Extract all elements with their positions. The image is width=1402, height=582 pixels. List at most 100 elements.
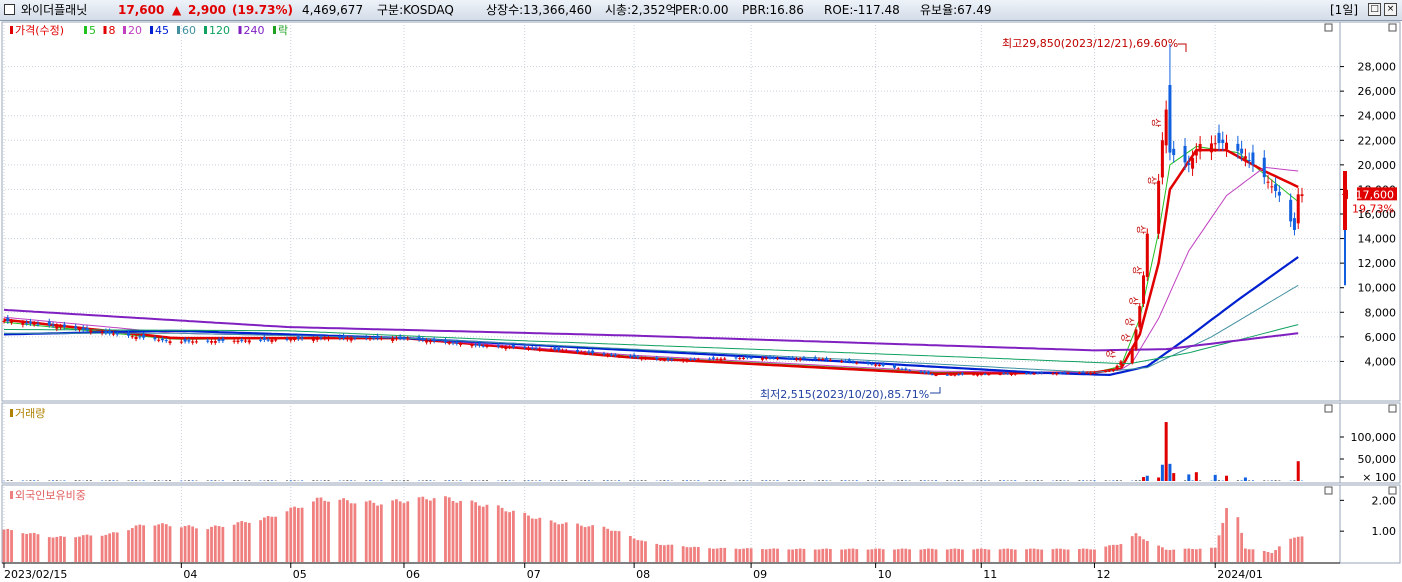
close-icon[interactable]: × — [1384, 3, 1397, 16]
volume-bar — [1270, 480, 1273, 481]
candle-body — [583, 352, 587, 354]
volume-bar — [221, 480, 224, 481]
volume-bar — [33, 480, 36, 481]
foreign-bar — [312, 501, 315, 562]
foreign-bar — [451, 501, 455, 562]
volume-bar — [380, 480, 383, 481]
volume-spike-bar — [1296, 461, 1300, 481]
foreign-bar — [787, 549, 791, 562]
volume-spike-bar — [1194, 472, 1198, 481]
volume-legend-label: 거래량 — [15, 407, 45, 420]
foreign-bar — [496, 505, 500, 562]
candle-body — [711, 357, 715, 359]
foreign-bar — [1293, 537, 1296, 562]
foreign-bar — [478, 505, 481, 562]
candle-body — [1187, 163, 1191, 165]
price-panel — [1, 21, 1341, 402]
foreign-bar — [798, 548, 802, 562]
foreign-bar — [323, 500, 327, 562]
foreign-bar — [1221, 522, 1225, 562]
foreign-bar — [138, 524, 142, 562]
volume-bar — [1033, 480, 1036, 481]
foreign-bar — [904, 548, 908, 562]
volume-spike-bar — [1145, 475, 1149, 481]
volume-bar — [485, 480, 488, 481]
candle-body — [1115, 365, 1119, 370]
candle-body — [1164, 109, 1168, 146]
candle-body — [828, 359, 832, 361]
x-tick-label: 08 — [636, 568, 650, 581]
candle-body — [745, 356, 749, 358]
stock-name: 와이더플래닛 — [21, 3, 88, 17]
foreign-bar — [1138, 536, 1142, 562]
candle-body — [693, 359, 697, 361]
foreign-bar — [213, 525, 217, 562]
foreign-bar — [481, 506, 485, 562]
volume-bar — [682, 480, 685, 481]
legend-swatch — [84, 26, 87, 34]
volume-bar — [1002, 480, 1005, 481]
volume-spike-bar — [1172, 473, 1176, 481]
period-selector[interactable]: [1일] — [1330, 3, 1359, 17]
foreign-bar — [972, 549, 976, 562]
volume-bar — [350, 480, 353, 481]
foreign-bar — [549, 520, 553, 562]
foreign-bar — [764, 549, 768, 562]
foreign-bar — [142, 525, 146, 562]
candle-body — [104, 330, 108, 333]
checkbox-icon[interactable] — [4, 4, 15, 15]
volume-bar — [923, 480, 926, 481]
volume-bar — [89, 480, 92, 481]
legend-label: 가격(수정) — [15, 24, 64, 37]
foreign-bar — [1300, 536, 1304, 562]
stock-chart[interactable]: 2023/02/15 04 05 06 07 08 09 10 11 12 2024/01 28,00… — [0, 20, 1402, 582]
candle-body — [1292, 218, 1296, 230]
candle-body — [1002, 372, 1006, 374]
foreign-bar — [708, 548, 711, 562]
candle-body — [798, 358, 802, 361]
volume-bar — [776, 480, 779, 481]
foreign-bar — [666, 544, 670, 562]
volume-bar — [934, 480, 937, 481]
candle-body — [960, 373, 964, 375]
candle-body — [949, 374, 953, 376]
candle-body — [908, 370, 912, 372]
candle-body — [266, 339, 270, 341]
candle-body — [1225, 142, 1229, 150]
candle-body — [685, 359, 689, 362]
maximize-icon[interactable]: □ — [1368, 3, 1381, 16]
volume-bar — [508, 480, 511, 481]
volume-bar — [1014, 480, 1017, 481]
foreign-bar — [576, 523, 579, 562]
candle-body — [183, 339, 187, 342]
candle-body — [892, 364, 896, 368]
foreign-bar — [961, 549, 964, 562]
candle-body — [904, 368, 908, 370]
candle-body — [628, 355, 632, 357]
candle-body — [530, 347, 534, 349]
candle-body — [157, 339, 161, 341]
candle-body — [738, 358, 742, 360]
foreign-bar — [168, 526, 172, 562]
foreign-bar — [36, 534, 40, 562]
candle-body — [398, 336, 402, 339]
foreign-bar — [1010, 549, 1013, 562]
foreign-bar — [1187, 548, 1191, 562]
foreign-bar — [957, 548, 961, 562]
candle-body — [1251, 152, 1255, 165]
volume-bar — [1184, 480, 1187, 481]
volume-bar — [1236, 480, 1239, 481]
foreign-bar — [217, 526, 221, 562]
candle-body — [760, 357, 764, 360]
foreign-bar — [187, 525, 191, 562]
foreign-bar — [1059, 548, 1062, 562]
volume-bar — [214, 480, 217, 481]
volume-bar — [618, 480, 621, 481]
candle-body — [655, 357, 659, 360]
foreign-bar — [398, 501, 402, 562]
volume-bar — [1248, 480, 1251, 481]
foreign-bar — [1296, 536, 1300, 562]
candle-body — [243, 340, 247, 342]
foreign-bar — [1081, 548, 1085, 562]
